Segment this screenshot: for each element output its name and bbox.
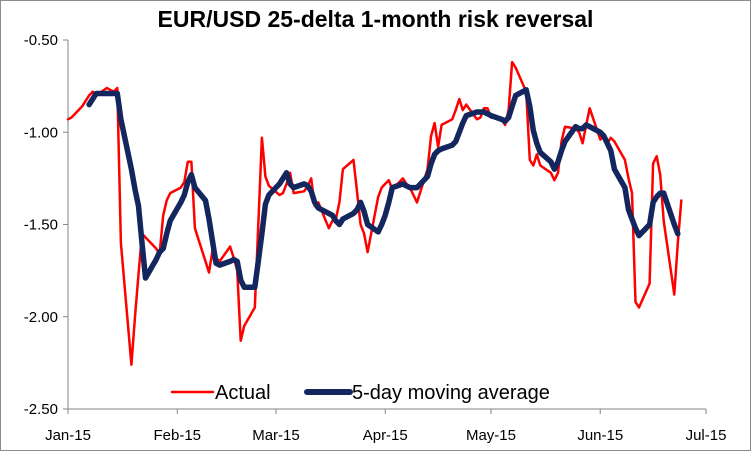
series-line-actual bbox=[66, 60, 683, 366]
y-tick-label: -2.50 bbox=[24, 401, 58, 418]
x-tick-labels: Jan-15 Feb-15 Mar-15 Apr-15 May-15 Jun-15 Jul-… bbox=[45, 427, 726, 444]
legend: Actual 5-day moving average bbox=[170, 382, 550, 404]
x-tick-label: Feb-15 bbox=[154, 427, 202, 444]
y-tick-label: -1.50 bbox=[24, 217, 58, 234]
x-tick-label: Jun-15 bbox=[577, 427, 623, 444]
y-tick-label: -2.00 bbox=[24, 309, 58, 326]
legend-moving-average-label: 5-day moving average bbox=[352, 382, 550, 404]
chart-title: EUR/USD 25-delta 1-month risk reversal bbox=[157, 6, 594, 32]
legend-actual-label: Actual bbox=[215, 382, 271, 404]
axes bbox=[63, 39, 707, 414]
x-tick-label: Jul-15 bbox=[686, 427, 727, 444]
y-tick-label: -1.00 bbox=[24, 124, 58, 141]
series-line-moving-average bbox=[86, 87, 681, 290]
x-tick-label: Apr-15 bbox=[363, 427, 408, 444]
y-tick-labels: -0.50 -1.00 -1.50 -2.00 -2.50 bbox=[24, 32, 58, 418]
x-tick-label: Mar-15 bbox=[252, 427, 300, 444]
x-tick-label: May-15 bbox=[466, 427, 516, 444]
series-layer bbox=[66, 60, 683, 366]
x-tick-label: Jan-15 bbox=[45, 427, 91, 444]
y-tick-label: -0.50 bbox=[24, 32, 58, 49]
